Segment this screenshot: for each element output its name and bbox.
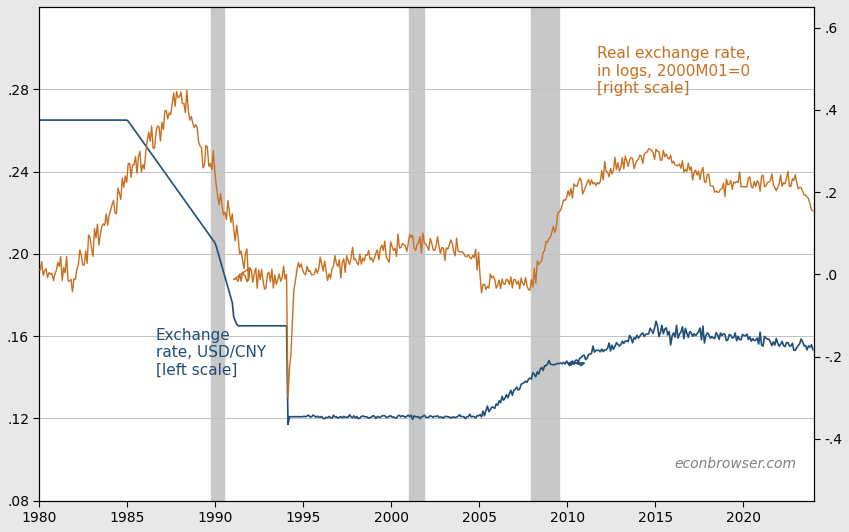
Text: Exchange
rate, USD/CNY
[left scale]: Exchange rate, USD/CNY [left scale] [155,328,266,378]
Text: econbrowser.com: econbrowser.com [674,457,796,471]
Bar [409,7,424,501]
Bar [211,7,224,501]
Text: Real exchange rate,
in logs, 2000M01=0
[right scale]: Real exchange rate, in logs, 2000M01=0 [… [597,46,751,96]
Bar [531,7,559,501]
